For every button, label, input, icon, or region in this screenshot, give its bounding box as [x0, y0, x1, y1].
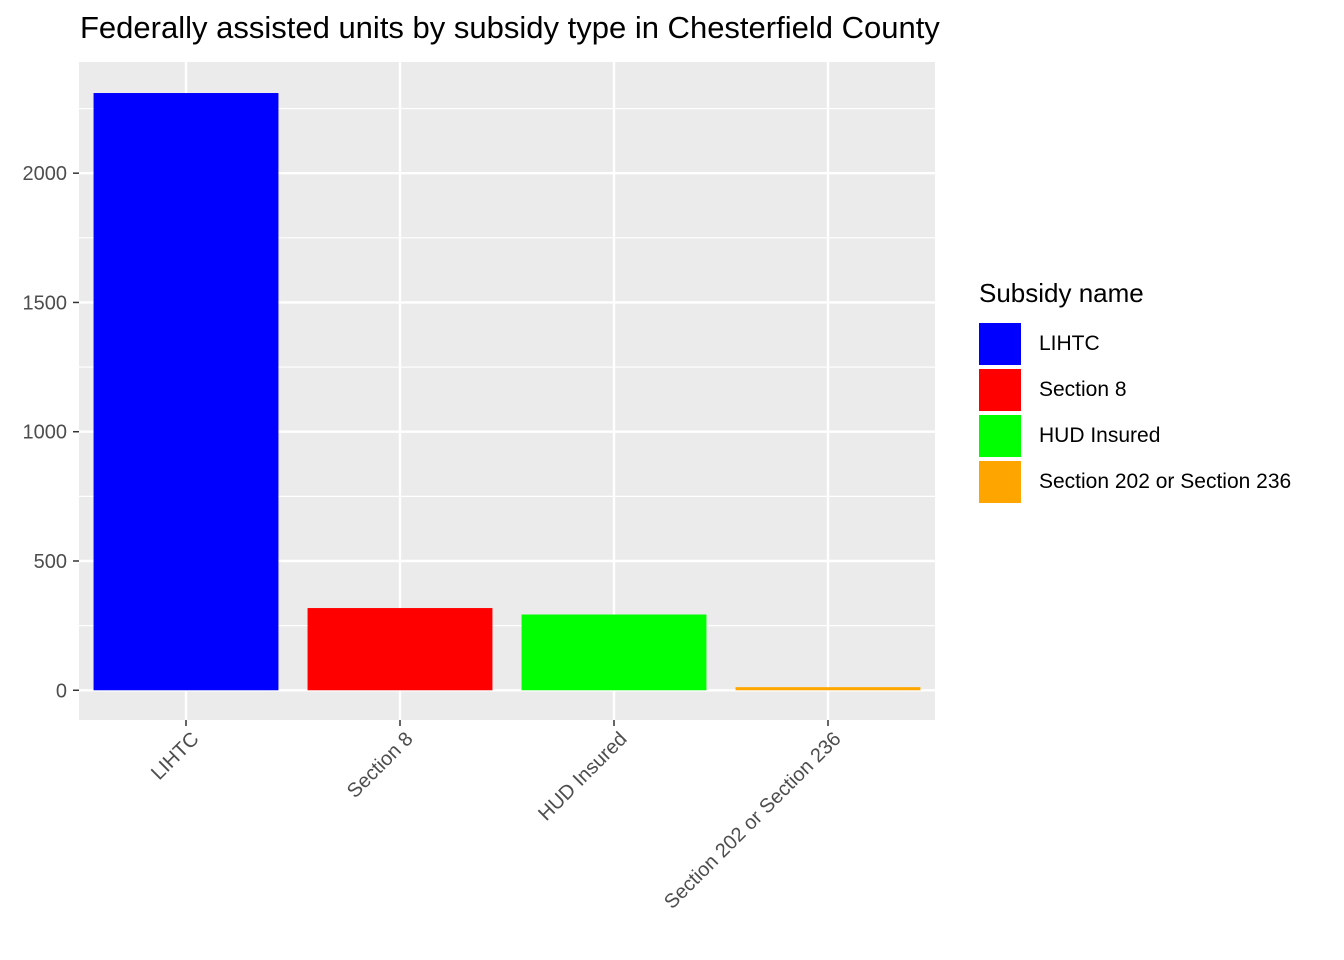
y-tick-label: 1000 [23, 422, 68, 444]
legend-swatch [979, 415, 1021, 457]
bar [93, 93, 279, 691]
bar [735, 687, 921, 691]
y-tick-label: 0 [56, 680, 67, 702]
legend-title: Subsidy name [979, 278, 1144, 308]
x-tick-label: LIHTC [147, 728, 203, 784]
legend-label: Section 202 or Section 236 [1039, 470, 1292, 493]
y-axis: 0 500 1000 1500 2000 [23, 163, 79, 702]
legend-label: Section 8 [1039, 378, 1127, 401]
legend-item-section-8: Section 8 [979, 367, 1291, 413]
bars [93, 93, 921, 691]
x-axis: LIHTC Section 8 HUD Insured Section 202 or … [147, 720, 846, 913]
legend-item-section-202-236: Section 202 or Section 236 [979, 459, 1291, 505]
legend: Subsidy name LIHTC Section 8 HUD Insured… [979, 278, 1291, 505]
x-tick-label: Section 8 [343, 728, 418, 803]
legend-swatch [979, 461, 1021, 503]
y-tick-label: 1500 [23, 292, 68, 314]
legend-swatch [979, 323, 1021, 365]
y-tick-label: 500 [34, 551, 67, 573]
bar [307, 608, 493, 691]
x-tick-label: Section 202 or Section 236 [660, 728, 845, 913]
legend-swatch [979, 369, 1021, 411]
legend-label: LIHTC [1039, 332, 1100, 355]
bar [521, 614, 707, 691]
legend-item-lihtc: LIHTC [979, 321, 1291, 367]
y-tick-label: 2000 [23, 163, 68, 185]
chart-title: Federally assisted units by subsidy type… [80, 10, 940, 45]
legend-label: HUD Insured [1039, 424, 1161, 447]
x-tick-label: HUD Insured [534, 728, 631, 825]
legend-item-hud-insured: HUD Insured [979, 413, 1291, 459]
